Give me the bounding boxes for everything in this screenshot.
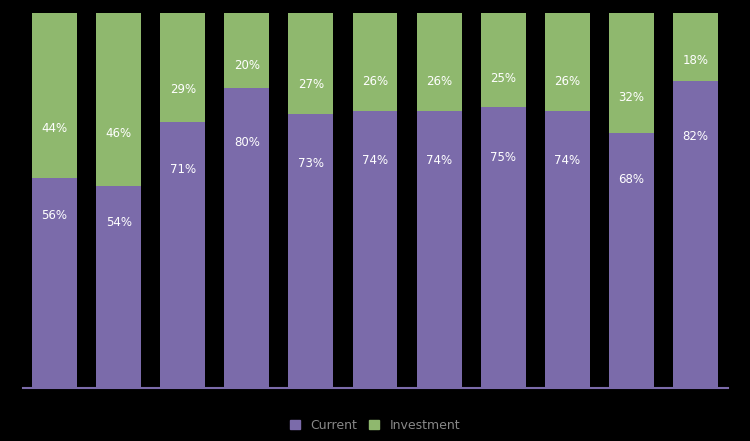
Text: 56%: 56% xyxy=(41,209,68,222)
Text: 80%: 80% xyxy=(234,136,260,149)
Text: 71%: 71% xyxy=(170,163,196,176)
Text: 74%: 74% xyxy=(554,154,580,167)
Text: 26%: 26% xyxy=(362,75,388,88)
Bar xyxy=(481,13,526,107)
Text: 27%: 27% xyxy=(298,78,324,90)
Bar xyxy=(32,178,77,388)
Text: 26%: 26% xyxy=(426,75,452,88)
Bar xyxy=(609,13,654,133)
Bar xyxy=(160,122,206,388)
Text: 82%: 82% xyxy=(682,130,709,142)
Text: 29%: 29% xyxy=(170,83,196,96)
Bar xyxy=(96,13,141,186)
Bar xyxy=(32,13,77,178)
Text: 74%: 74% xyxy=(426,154,452,167)
Text: 46%: 46% xyxy=(106,127,132,140)
Text: 25%: 25% xyxy=(490,72,516,85)
Text: 26%: 26% xyxy=(554,75,580,88)
Text: 44%: 44% xyxy=(41,122,68,135)
Bar xyxy=(289,13,333,114)
Bar xyxy=(160,13,206,122)
Bar xyxy=(673,81,718,388)
Bar xyxy=(544,13,590,111)
Bar xyxy=(289,114,333,388)
Bar xyxy=(96,186,141,388)
Bar xyxy=(417,13,461,111)
Bar xyxy=(224,13,269,88)
Text: 73%: 73% xyxy=(298,157,324,170)
Bar xyxy=(417,111,461,388)
Bar xyxy=(544,111,590,388)
Text: 32%: 32% xyxy=(618,91,644,104)
Legend: Current, Investment: Current, Investment xyxy=(284,413,466,438)
Text: 75%: 75% xyxy=(490,151,516,164)
Text: 68%: 68% xyxy=(618,172,644,186)
Bar xyxy=(673,13,718,81)
Bar xyxy=(352,13,398,111)
Text: 20%: 20% xyxy=(234,59,260,72)
Text: 74%: 74% xyxy=(362,154,388,167)
Text: 18%: 18% xyxy=(682,54,709,67)
Bar xyxy=(224,88,269,388)
Bar xyxy=(352,111,398,388)
Text: 54%: 54% xyxy=(106,216,132,228)
Bar xyxy=(609,133,654,388)
Bar xyxy=(481,107,526,388)
